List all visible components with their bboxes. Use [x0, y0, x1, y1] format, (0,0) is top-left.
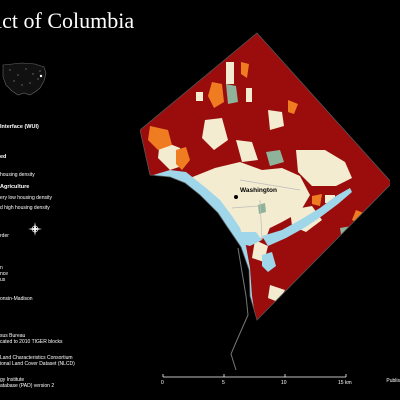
legend-very-low-density: ery low housing density [0, 195, 52, 201]
roads [231, 179, 301, 241]
legend-madison: onsin-Madison [0, 296, 33, 302]
legend-n: n [0, 265, 3, 271]
legend-pad: atabase (PAD) version 2 [0, 383, 55, 389]
us-inset-map [2, 62, 47, 96]
scale-bar: 0 5 10 15 km [161, 374, 352, 386]
legend-housing-density: housing density [0, 172, 35, 178]
dc-wui-map: Washington [140, 32, 390, 371]
scale-tick: 5 [222, 380, 225, 386]
legend-institute: gy Institute [0, 377, 25, 383]
compass-rose-icon [28, 222, 42, 236]
legend-bureau: sus Bureau [0, 333, 26, 339]
scale-tick: 15 km [338, 380, 352, 386]
legend-border: rder [0, 233, 9, 239]
legend-nce: nce [0, 271, 9, 277]
dc-boundary [140, 32, 390, 321]
legend-high-density: d high housing density [0, 205, 50, 211]
legend-wui-heading: Interface (WUI) [0, 124, 39, 130]
virginia-boundary [230, 247, 249, 371]
legend-lcc: Land Characteristics Consortium [0, 355, 73, 361]
legend: Interface (WUI) ed housing density Agric… [0, 0, 140, 400]
publisher-credit: Publis [386, 378, 400, 384]
legend-tiger: cated to 2010 TIGER blocks [0, 339, 63, 345]
legend-nlcd: ional Land Cover Dataset (NLCD) [0, 361, 75, 367]
map-title: ict of Columbia [0, 8, 135, 33]
legend-mixed-heading: ed [0, 154, 7, 160]
scale-tick: 10 [281, 380, 287, 386]
legend-us: us [0, 277, 6, 283]
city-label-washington: Washington [240, 187, 277, 194]
scale-tick: 0 [161, 380, 164, 386]
dc-location-marker [39, 74, 43, 78]
legend-agriculture-heading: Agriculture [0, 184, 30, 190]
washington-point-marker [234, 195, 238, 199]
